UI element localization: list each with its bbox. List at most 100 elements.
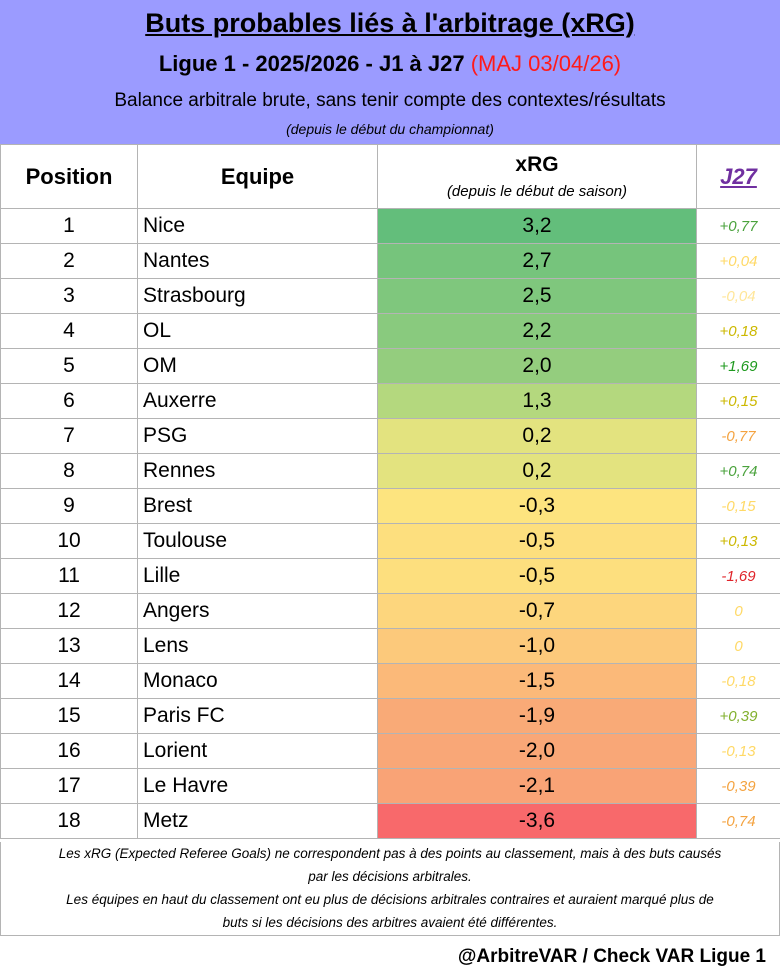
xrg-cell: 2,2 (377, 313, 697, 349)
team-cell: Toulouse (137, 523, 378, 559)
position-cell: 18 (0, 803, 138, 839)
table-row: 12 Angers -0,7 0 (0, 593, 780, 629)
xrg-cell: 1,3 (377, 383, 697, 419)
xrg-cell: -0,3 (377, 488, 697, 524)
footnote-line: par les décisions arbitrales. (308, 869, 472, 884)
footnote: Les xRG (Expected Referee Goals) ne corr… (0, 842, 780, 936)
position-cell: 10 (0, 523, 138, 559)
matchday-delta-cell: +0,13 (696, 523, 780, 559)
table-row: 18 Metz -3,6 -0,74 (0, 803, 780, 839)
xrg-cell: -0,5 (377, 523, 697, 559)
table-row: 5 OM 2,0 +1,69 (0, 348, 780, 384)
table-row: 15 Paris FC -1,9 +0,39 (0, 698, 780, 734)
xrg-cell: 0,2 (377, 453, 697, 489)
xrg-cell: 2,7 (377, 243, 697, 279)
header-banner: Buts probables liés à l'arbitrage (xRG) … (0, 0, 780, 144)
position-cell: 4 (0, 313, 138, 349)
column-header-team: Equipe (137, 144, 378, 209)
team-cell: Nice (137, 208, 378, 244)
position-cell: 14 (0, 663, 138, 699)
matchday-delta-cell: -0,04 (696, 278, 780, 314)
table-row: 9 Brest -0,3 -0,15 (0, 488, 780, 524)
xrg-header-label: xRG (515, 153, 559, 176)
position-cell: 13 (0, 628, 138, 664)
table-row: 7 PSG 0,2 -0,77 (0, 418, 780, 454)
table-header-row: Position Equipe xRG (depuis le début de … (0, 144, 780, 209)
team-cell: Nantes (137, 243, 378, 279)
xrg-cell: -2,1 (377, 768, 697, 804)
table-row: 17 Le Havre -2,1 -0,39 (0, 768, 780, 804)
matchday-delta-cell: -1,69 (696, 558, 780, 594)
position-cell: 8 (0, 453, 138, 489)
team-cell: OL (137, 313, 378, 349)
position-cell: 11 (0, 558, 138, 594)
team-cell: Lille (137, 558, 378, 594)
table-row: 3 Strasbourg 2,5 -0,04 (0, 278, 780, 314)
position-cell: 12 (0, 593, 138, 629)
matchday-delta-cell: -0,15 (696, 488, 780, 524)
matchday-delta-cell: 0 (696, 628, 780, 664)
xrg-cell: -0,7 (377, 593, 697, 629)
team-cell: Auxerre (137, 383, 378, 419)
xrg-cell: -1,0 (377, 628, 697, 664)
table-row: 16 Lorient -2,0 -0,13 (0, 733, 780, 769)
matchday-delta-cell: +1,69 (696, 348, 780, 384)
xrg-header-sub: (depuis le début de saison) (446, 183, 628, 200)
ranking-table: Position Equipe xRG (depuis le début de … (0, 144, 780, 839)
team-cell: Monaco (137, 663, 378, 699)
table-row: 8 Rennes 0,2 +0,74 (0, 453, 780, 489)
xrg-cell: -0,5 (377, 558, 697, 594)
subtitle-season: Ligue 1 - 2025/2026 - J1 à J27 (158, 51, 465, 76)
position-cell: 15 (0, 698, 138, 734)
position-cell: 16 (0, 733, 138, 769)
table-row: 1 Nice 3,2 +0,77 (0, 208, 780, 244)
team-cell: OM (137, 348, 378, 384)
xrg-cell: -3,6 (377, 803, 697, 839)
matchday-delta-cell: +0,15 (696, 383, 780, 419)
matchday-delta-cell: -0,77 (696, 418, 780, 454)
credit-handle: @ArbitreVAR / Check VAR Ligue 1 (457, 946, 766, 967)
position-cell: 7 (0, 418, 138, 454)
page-description: Balance arbitrale brute, sans tenir comp… (114, 90, 666, 111)
team-cell: Rennes (137, 453, 378, 489)
column-header-xrg: xRG (depuis le début de saison) (377, 144, 697, 209)
position-cell: 2 (0, 243, 138, 279)
table-row: 4 OL 2,2 +0,18 (0, 313, 780, 349)
table-row: 2 Nantes 2,7 +0,04 (0, 243, 780, 279)
team-cell: Lorient (137, 733, 378, 769)
position-cell: 3 (0, 278, 138, 314)
matchday-delta-cell: +0,18 (696, 313, 780, 349)
position-cell: 9 (0, 488, 138, 524)
position-cell: 17 (0, 768, 138, 804)
team-cell: Angers (137, 593, 378, 629)
table-row: 10 Toulouse -0,5 +0,13 (0, 523, 780, 559)
xrg-cell: -1,5 (377, 663, 697, 699)
footnote-line: Les équipes en haut du classement ont eu… (66, 892, 714, 907)
team-cell: PSG (137, 418, 378, 454)
matchday-delta-cell: +0,77 (696, 208, 780, 244)
team-cell: Lens (137, 628, 378, 664)
table-row: 11 Lille -0,5 -1,69 (0, 558, 780, 594)
table-row: 14 Monaco -1,5 -0,18 (0, 663, 780, 699)
position-cell: 6 (0, 383, 138, 419)
xrg-cell: -2,0 (377, 733, 697, 769)
update-date: (MAJ 03/04/26) (470, 51, 622, 76)
matchday-delta-cell: -0,13 (696, 733, 780, 769)
page-title: Buts probables liés à l'arbitrage (xRG) (145, 8, 635, 38)
position-cell: 1 (0, 208, 138, 244)
team-cell: Brest (137, 488, 378, 524)
footnote-line: buts si les décisions des arbitres avaie… (222, 915, 558, 930)
footnote-line: Les xRG (Expected Referee Goals) ne corr… (58, 846, 722, 861)
matchday-delta-cell: +0,74 (696, 453, 780, 489)
matchday-delta-cell: +0,04 (696, 243, 780, 279)
xrg-cell: 3,2 (377, 208, 697, 244)
team-cell: Paris FC (137, 698, 378, 734)
matchday-delta-cell: -0,74 (696, 803, 780, 839)
position-cell: 5 (0, 348, 138, 384)
xrg-cell: 0,2 (377, 418, 697, 454)
xrg-cell: -1,9 (377, 698, 697, 734)
team-cell: Metz (137, 803, 378, 839)
table-body: 1 Nice 3,2 +0,77 2 Nantes 2,7 +0,04 3 Strasbourg 2… (0, 208, 780, 839)
matchday-delta-cell: -0,18 (696, 663, 780, 699)
table-row: 6 Auxerre 1,3 +0,15 (0, 383, 780, 419)
